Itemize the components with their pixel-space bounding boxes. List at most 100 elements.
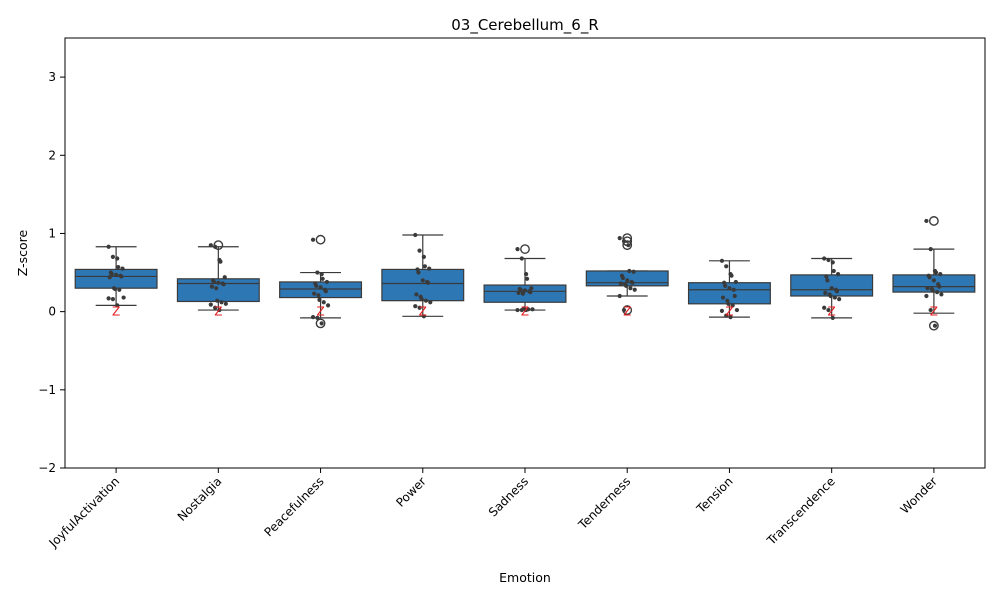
data-point	[219, 300, 224, 305]
data-point	[939, 292, 944, 297]
data-point	[218, 259, 223, 264]
data-point	[728, 315, 733, 320]
data-point	[822, 256, 827, 261]
data-point	[315, 315, 320, 320]
data-point	[627, 268, 632, 274]
data-point	[831, 268, 836, 274]
data-point	[106, 296, 111, 301]
data-point	[209, 284, 215, 289]
data-point	[724, 264, 729, 269]
data-point	[519, 307, 524, 313]
data-point	[723, 283, 728, 288]
data-point	[420, 278, 425, 283]
data-point	[417, 248, 422, 253]
data-point	[115, 303, 120, 308]
data-point	[211, 279, 217, 285]
data-point	[423, 298, 429, 303]
data-point	[223, 301, 228, 306]
data-point	[727, 286, 732, 291]
data-point	[938, 272, 943, 277]
data-point	[421, 254, 426, 260]
box	[687, 282, 771, 305]
annotation-marker: Z	[725, 305, 733, 319]
data-point	[834, 289, 840, 294]
annotation-marker: Z	[623, 305, 631, 319]
data-point	[425, 280, 431, 285]
data-point	[515, 246, 520, 252]
data-point	[719, 308, 725, 313]
outlier-point	[315, 234, 326, 245]
data-point	[822, 305, 827, 310]
annotation-marker: Z	[214, 305, 222, 319]
data-point	[428, 300, 433, 305]
y-tick-label: 2	[48, 148, 56, 162]
data-point	[413, 232, 418, 238]
data-point	[325, 303, 331, 308]
data-point	[617, 236, 622, 241]
data-point	[314, 283, 319, 288]
data-point	[321, 300, 326, 305]
data-point	[617, 293, 622, 299]
box-group: Z	[892, 216, 976, 331]
box-group: Z	[74, 244, 158, 319]
box-group: Z	[483, 244, 567, 319]
data-point	[624, 283, 629, 288]
data-point	[221, 282, 226, 287]
data-point	[419, 297, 424, 302]
data-point	[208, 243, 213, 248]
data-point	[422, 264, 427, 269]
data-point	[524, 307, 529, 313]
data-point	[928, 307, 933, 313]
annotation-marker: Z	[828, 305, 836, 319]
data-point	[626, 243, 631, 248]
data-point	[830, 315, 835, 320]
data-point	[529, 286, 534, 291]
data-point	[216, 280, 221, 285]
data-point	[319, 272, 324, 277]
data-point	[214, 286, 219, 291]
x-tick-label: Tension	[693, 474, 735, 516]
data-point	[323, 289, 328, 294]
x-tick-label: JoyfulActivation	[46, 474, 123, 551]
data-point	[618, 281, 623, 286]
data-point	[417, 305, 422, 310]
data-point	[116, 264, 121, 270]
data-point	[110, 254, 116, 260]
box-group: Z	[279, 234, 363, 329]
data-point	[522, 288, 528, 293]
data-point	[413, 304, 418, 309]
box-group: Z	[176, 240, 260, 319]
data-point	[837, 297, 842, 302]
data-point	[620, 275, 626, 281]
data-point	[525, 276, 530, 281]
data-point	[208, 302, 213, 307]
data-point	[320, 276, 325, 281]
box	[74, 268, 158, 289]
data-point	[825, 278, 830, 283]
data-point	[632, 287, 637, 292]
outlier-point	[622, 240, 633, 251]
data-point	[625, 278, 630, 283]
data-point	[724, 313, 729, 318]
x-tick-label: Transcendence	[764, 474, 838, 548]
data-point	[726, 301, 731, 306]
data-point	[110, 297, 116, 302]
data-point	[213, 244, 218, 249]
data-point	[215, 298, 220, 303]
x-tick-label: Peacefulness	[261, 474, 326, 539]
plot-frame	[64, 37, 986, 469]
data-point	[933, 270, 939, 275]
data-point	[519, 256, 524, 261]
data-point	[106, 244, 111, 249]
data-point	[213, 305, 218, 310]
data-point	[315, 270, 320, 275]
data-point	[117, 287, 122, 292]
data-point	[924, 218, 929, 224]
data-point	[316, 293, 321, 298]
data-point	[931, 278, 936, 283]
data-point	[114, 272, 119, 277]
annotation-marker: Z	[316, 305, 324, 319]
annotation-marker: Z	[112, 305, 120, 319]
data-point	[317, 297, 322, 303]
